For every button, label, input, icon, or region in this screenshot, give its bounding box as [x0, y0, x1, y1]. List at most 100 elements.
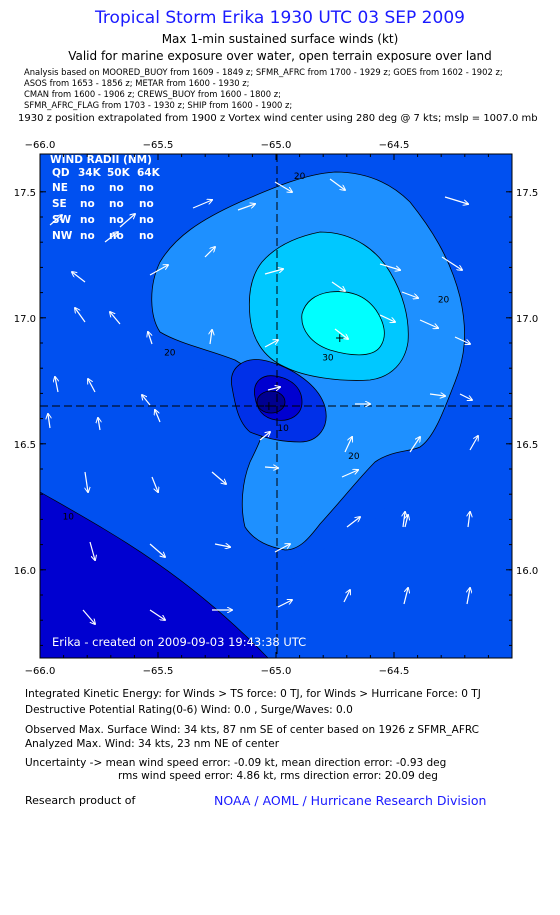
wind-radii-col-34k: 34K: [78, 167, 102, 179]
wind-vector: [467, 588, 470, 605]
position-note: 1930 z position extrapolated from 1900 z…: [18, 113, 538, 124]
wind-radii-cell: no: [139, 182, 154, 194]
wind-vector: [379, 314, 395, 322]
wind-vector: [142, 395, 151, 406]
wind-vector: [267, 387, 280, 390]
wind-vector: [459, 393, 472, 400]
wind-vector: [110, 312, 121, 325]
wind-vector: [274, 544, 290, 553]
uncertainty-line-1: Uncertainty -> mean wind speed error: -0…: [25, 757, 447, 769]
wind-vector: [82, 609, 95, 624]
chart-subtitle: Max 1-min sustained surface winds (kt): [161, 32, 399, 46]
wind-vector: [155, 410, 161, 423]
band-lt10-sw: [40, 491, 269, 658]
x-tick-label-bottom: −65.5: [143, 666, 174, 677]
wind-radii-cell: SE: [52, 198, 67, 210]
wind-vector: [259, 432, 270, 441]
center-marker: +: [264, 399, 274, 413]
source-line-2: ASOS from 1653 - 1856 z; METAR from 1600…: [24, 78, 250, 88]
x-tick-label-top: −65.0: [261, 140, 292, 151]
source-line-4: SFMR_AFRC_FLAG from 1703 - 1930 z; SHIP …: [24, 100, 293, 110]
wind-vector: [264, 269, 283, 275]
wind-vector: [341, 470, 358, 478]
wind-vector: [149, 609, 165, 620]
axis-ticks: −66.0 −66.0 −65.5 −65.5 −65.0 −65.0 −64.5 −64.5…: [14, 140, 539, 677]
wind-radii-cell: no: [109, 230, 124, 242]
uncertainty-line-2: rms wind speed error: 4.86 kt, rms direc…: [118, 770, 438, 782]
wind-radii-col-50k: 50K: [107, 167, 131, 179]
wind-vector: [211, 471, 226, 484]
x-tick-label-top: −64.5: [379, 140, 410, 151]
wind-vector: [149, 543, 165, 557]
wind-vector: [204, 247, 215, 258]
wind-vector: [237, 204, 255, 211]
wind-radii-rows: NE no no no SE no no no SW no no no NW no no no: [52, 182, 154, 242]
wind-vector: [379, 263, 400, 270]
wind-vector: [274, 181, 292, 192]
wind-radii-cell: no: [109, 182, 124, 194]
wind-vector: [148, 332, 153, 345]
x-tick-label-bottom: −65.0: [261, 666, 292, 677]
wind-vector: [331, 281, 345, 291]
wind-vector: [48, 414, 50, 429]
wind-vector: [409, 437, 420, 453]
wind-radii-cell: no: [139, 214, 154, 226]
wind-vector: [429, 394, 445, 396]
wind-vector: [149, 265, 168, 276]
wind-vector: [210, 330, 212, 345]
research-label: Research product of: [25, 794, 136, 807]
source-line-3: CMAN from 1600 - 1906 z; CREWS_BUOY from…: [24, 89, 281, 99]
wind-radii-col-64k: 64K: [137, 167, 161, 179]
exposure-note: Valid for marine exposure over water, op…: [68, 49, 492, 63]
max-wind-marker: +: [335, 331, 345, 345]
wind-vector: [55, 377, 58, 393]
y-tick-label-right: 17.0: [516, 314, 538, 325]
contour-label: 10: [277, 424, 289, 434]
contour-fill: [40, 154, 512, 658]
wind-vector: [151, 476, 158, 492]
wind-radii-cell: no: [80, 214, 95, 226]
wind-vector: [343, 590, 350, 603]
wind-vector: [401, 291, 418, 298]
wind-radii-cell: no: [80, 230, 95, 242]
noaa-link[interactable]: NOAA / AOML / Hurricane Research Divisio…: [214, 793, 487, 808]
wind-vector: [72, 272, 86, 283]
wind-vector: [264, 340, 278, 348]
chart-title: Tropical Storm Erika 1930 UTC 03 SEP 200…: [95, 8, 465, 28]
center-min: [256, 390, 286, 414]
contour-label: 30: [322, 354, 334, 364]
wind-radii-cell: NW: [52, 230, 73, 242]
wind-vector: [192, 200, 212, 209]
credit-label: Erika - created on 2009-09-03 19:43:38 U…: [52, 635, 306, 649]
wind-radii-cell: no: [139, 198, 154, 210]
x-tick-label-bottom: −66.0: [25, 666, 56, 677]
band-gt40: [301, 291, 385, 356]
wind-vector: [49, 215, 62, 226]
x-tick-label-bottom: −64.5: [379, 666, 410, 677]
wind-vector: [89, 541, 95, 560]
wind-vector: [119, 214, 135, 228]
wind-vector: [75, 308, 86, 323]
wind-vector: [277, 600, 292, 608]
y-tick-label-left: 17.5: [14, 188, 36, 199]
wind-vector: [334, 328, 348, 339]
wind-radii-cell: no: [80, 182, 95, 194]
wind-vector: [444, 196, 468, 204]
wind-vector: [469, 436, 478, 451]
y-tick-label-right: 16.0: [516, 566, 538, 577]
y-tick-label-right: 17.5: [516, 188, 538, 199]
source-line-1: Analysis based on MOORED_BUOY from 1609 …: [24, 67, 503, 77]
wind-radii-cell: SW: [52, 214, 72, 226]
wind-radii-title: WIND RADII (NM): [50, 154, 152, 166]
contour-label: 20: [438, 296, 450, 306]
wind-radii-cell: no: [109, 214, 124, 226]
wind-radii-cell: no: [80, 198, 95, 210]
contour-label: 20: [348, 452, 360, 462]
wind-vector: [403, 512, 405, 528]
wind-radii-cell: no: [139, 230, 154, 242]
wind-vector: [419, 319, 438, 328]
y-tick-label-left: 16.0: [14, 566, 36, 577]
wind-analysis-chart: 20 20 20 30 20 10 10 + + WIND RADII (NM) QD 34…: [14, 140, 539, 677]
observed-max-text: Observed Max. Surface Wind: 34 kts, 87 n…: [25, 724, 480, 736]
wind-vector: [454, 336, 470, 344]
